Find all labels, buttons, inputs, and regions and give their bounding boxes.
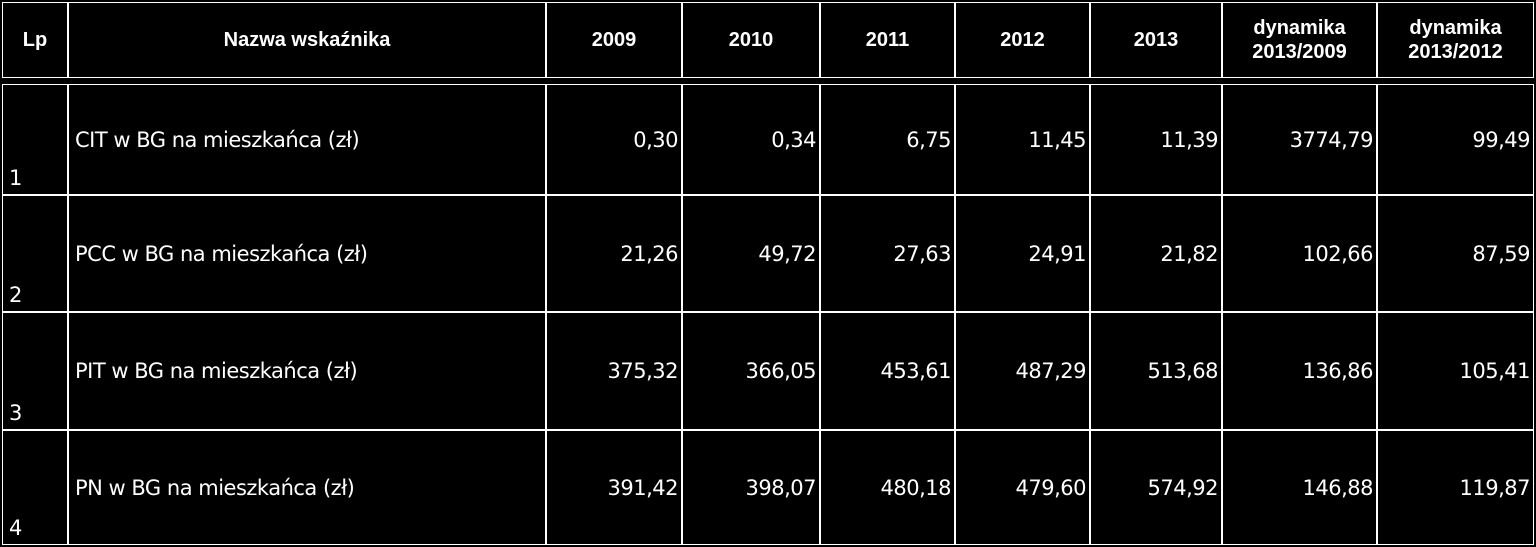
table-cell: PIT w BG na mieszkańca (zł) xyxy=(68,312,546,430)
table-cell-text: 375,32 xyxy=(607,359,679,383)
table-cell: 3 xyxy=(2,312,68,430)
table-cell-text: 453,61 xyxy=(880,359,952,383)
header-cell: Nazwa wskaźnika xyxy=(68,2,546,78)
table-cell: 102,66 xyxy=(1222,195,1377,312)
table-cell: PCC w BG na mieszkańca (zł) xyxy=(68,195,546,312)
table-cell: 0,30 xyxy=(546,84,682,195)
table-cell-text: PCC w BG na mieszkańca (zł) xyxy=(75,241,368,266)
table-cell: 4 xyxy=(2,430,68,545)
table-cell: 513,68 xyxy=(1090,312,1222,430)
table-cell: 0,34 xyxy=(682,84,820,195)
table-cell-text: 24,91 xyxy=(1028,241,1086,266)
table-cell-text: 1 xyxy=(9,166,22,190)
header-cell: 2013 xyxy=(1090,2,1222,78)
header-cell: dynamika 2013/2009 xyxy=(1222,2,1377,78)
table-cell-text: 3 xyxy=(9,401,22,425)
table-cell-text: 21,26 xyxy=(620,241,678,266)
table-cell-text: 102,66 xyxy=(1302,241,1374,266)
table-cell: 21,82 xyxy=(1090,195,1222,312)
table-cell-text: 6,75 xyxy=(906,127,951,152)
table-cell: 398,07 xyxy=(682,430,820,545)
table-cell: 87,59 xyxy=(1377,195,1534,312)
table-cell: 146,88 xyxy=(1222,430,1377,545)
table-cell: 6,75 xyxy=(820,84,955,195)
header-cell-text: Nazwa wskaźnika xyxy=(223,29,391,51)
header-cell: Lp xyxy=(2,2,68,78)
table-cell: 11,45 xyxy=(955,84,1090,195)
header-cell-text: 2012 xyxy=(1000,29,1045,51)
table-cell: 136,86 xyxy=(1222,312,1377,430)
table-cell: 3774,79 xyxy=(1222,84,1377,195)
header-cell-text: dynamika 2013/2009 xyxy=(1252,17,1347,63)
table-cell: 24,91 xyxy=(955,195,1090,312)
table-cell-text: 99,49 xyxy=(1472,127,1530,152)
header-cell: 2012 xyxy=(955,2,1090,78)
table-cell-text: 119,87 xyxy=(1459,475,1531,500)
table-cell: 119,87 xyxy=(1377,430,1534,545)
table-cell: CIT w BG na mieszkańca (zł) xyxy=(68,84,546,195)
table-cell-text: 480,18 xyxy=(880,475,952,500)
table-cell-text: 3774,79 xyxy=(1289,127,1374,152)
table-cell-text: PN w BG na mieszkańca (zł) xyxy=(75,475,355,500)
header-cell: 2010 xyxy=(682,2,820,78)
table-cell-text: 11,45 xyxy=(1028,127,1086,152)
table-cell-text: 21,82 xyxy=(1160,241,1218,266)
table-cell: 479,60 xyxy=(955,430,1090,545)
table-cell: 574,92 xyxy=(1090,430,1222,545)
table-cell-text: 398,07 xyxy=(745,475,817,500)
table-cell-text: 136,86 xyxy=(1302,359,1374,383)
table-cell: 366,05 xyxy=(682,312,820,430)
table-cell: 21,26 xyxy=(546,195,682,312)
table-cell-text: 479,60 xyxy=(1015,475,1087,500)
table-cell: 105,41 xyxy=(1377,312,1534,430)
table-cell-text: 0,34 xyxy=(771,127,816,152)
table-cell: 375,32 xyxy=(546,312,682,430)
header-cell-text: 2013 xyxy=(1133,29,1179,51)
table-cell: 487,29 xyxy=(955,312,1090,430)
header-cell-text: Lp xyxy=(22,29,48,51)
table-cell-text: 4 xyxy=(9,516,22,540)
header-cell-text: 2010 xyxy=(728,29,774,51)
header-cell-text: dynamika 2013/2012 xyxy=(1408,17,1503,63)
table-cell-text: 146,88 xyxy=(1302,475,1374,500)
table-cell: 49,72 xyxy=(682,195,820,312)
header-cell: 2011 xyxy=(820,2,955,78)
table-cell-text: 487,29 xyxy=(1015,359,1087,383)
table-cell-text: PIT w BG na mieszkańca (zł) xyxy=(75,359,358,383)
table-cell: 453,61 xyxy=(820,312,955,430)
header-cell-text: 2009 xyxy=(591,29,637,51)
table-cell: PN w BG na mieszkańca (zł) xyxy=(68,430,546,545)
table-cell-text: CIT w BG na mieszkańca (zł) xyxy=(75,127,360,152)
table-cell-text: 574,92 xyxy=(1147,475,1219,500)
table-cell: 391,42 xyxy=(546,430,682,545)
header-cell: dynamika 2013/2012 xyxy=(1377,2,1534,78)
table-cell-text: 87,59 xyxy=(1472,241,1530,266)
table-cell: 11,39 xyxy=(1090,84,1222,195)
table-cell: 27,63 xyxy=(820,195,955,312)
header-cell: 2009 xyxy=(546,2,682,78)
table-cell-text: 391,42 xyxy=(607,475,679,500)
table-cell-text: 0,30 xyxy=(633,127,678,152)
table-cell-text: 105,41 xyxy=(1459,359,1531,383)
table-cell-text: 366,05 xyxy=(745,359,817,383)
table-cell-text: 513,68 xyxy=(1147,359,1219,383)
table-cell-text: 2 xyxy=(9,283,22,307)
table-cell: 1 xyxy=(2,84,68,195)
header-cell-text: 2011 xyxy=(865,29,910,51)
table-cell: 480,18 xyxy=(820,430,955,545)
table-cell-text: 27,63 xyxy=(893,241,951,266)
table-cell: 99,49 xyxy=(1377,84,1534,195)
table-cell: 2 xyxy=(2,195,68,312)
table-cell-text: 11,39 xyxy=(1160,127,1218,152)
table-cell-text: 49,72 xyxy=(758,241,816,266)
